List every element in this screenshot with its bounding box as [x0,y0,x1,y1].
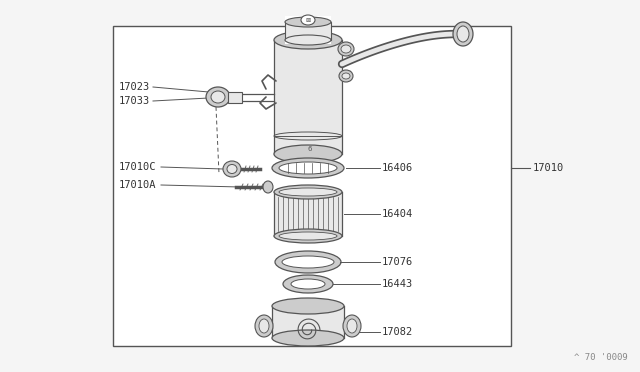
Ellipse shape [274,229,342,243]
Ellipse shape [339,70,353,82]
Bar [285,22,331,40]
Ellipse shape [342,73,350,79]
Text: ^ 70 '0009: ^ 70 '0009 [574,353,628,362]
Ellipse shape [272,158,344,178]
Ellipse shape [274,145,342,163]
Ellipse shape [282,256,334,268]
Text: 16443: 16443 [382,279,413,289]
Ellipse shape [285,35,331,45]
Ellipse shape [347,319,357,333]
Ellipse shape [259,319,269,333]
Ellipse shape [206,87,230,107]
Text: 17010A: 17010A [119,180,157,190]
Text: 17010C: 17010C [119,162,157,172]
Text: 17023: 17023 [119,82,150,92]
Bar [285,16,331,44]
Text: ⊠: ⊠ [305,17,310,22]
Ellipse shape [285,17,331,27]
Bar [228,92,242,103]
Ellipse shape [279,162,337,174]
Ellipse shape [279,188,337,196]
Bar [113,26,511,346]
Bar [274,192,342,236]
Bar [274,31,342,49]
Bar [274,40,342,154]
Ellipse shape [279,232,337,240]
Text: 17076: 17076 [382,257,413,267]
Bar [272,158,344,178]
Ellipse shape [274,31,342,49]
Text: 16406: 16406 [382,163,413,173]
Ellipse shape [211,91,225,103]
Ellipse shape [341,45,351,53]
Ellipse shape [272,330,344,346]
Ellipse shape [274,185,342,199]
Ellipse shape [283,275,333,293]
Ellipse shape [457,26,469,42]
Ellipse shape [291,279,325,289]
Ellipse shape [301,15,315,25]
Ellipse shape [453,22,473,46]
Ellipse shape [275,251,341,273]
Ellipse shape [263,181,273,193]
Text: 17082: 17082 [382,327,413,337]
Ellipse shape [227,164,237,173]
Ellipse shape [272,298,344,314]
Text: 6: 6 [308,146,312,152]
Ellipse shape [338,42,354,56]
Ellipse shape [343,315,361,337]
Ellipse shape [255,315,273,337]
Ellipse shape [223,161,241,177]
Text: 17033: 17033 [119,96,150,106]
Text: 17010: 17010 [533,163,564,173]
Text: 16404: 16404 [382,209,413,219]
Bar [272,306,344,338]
